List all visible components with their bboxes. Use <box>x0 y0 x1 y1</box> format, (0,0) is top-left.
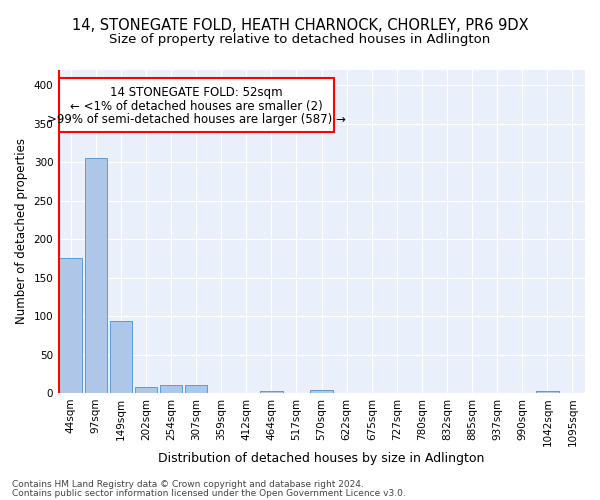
Bar <box>110 322 132 393</box>
Bar <box>59 258 82 393</box>
Bar <box>134 387 157 393</box>
X-axis label: Distribution of detached houses by size in Adlington: Distribution of detached houses by size … <box>158 452 485 465</box>
Text: Size of property relative to detached houses in Adlington: Size of property relative to detached ho… <box>109 32 491 46</box>
Y-axis label: Number of detached properties: Number of detached properties <box>15 138 28 324</box>
Text: 14, STONEGATE FOLD, HEATH CHARNOCK, CHORLEY, PR6 9DX: 14, STONEGATE FOLD, HEATH CHARNOCK, CHOR… <box>71 18 529 32</box>
Bar <box>185 386 208 393</box>
Bar <box>160 386 182 393</box>
Text: Contains HM Land Registry data © Crown copyright and database right 2024.: Contains HM Land Registry data © Crown c… <box>12 480 364 489</box>
Text: Contains public sector information licensed under the Open Government Licence v3: Contains public sector information licen… <box>12 488 406 498</box>
Bar <box>536 390 559 393</box>
Bar <box>310 390 333 393</box>
Text: >99% of semi-detached houses are larger (587) →: >99% of semi-detached houses are larger … <box>47 113 346 126</box>
Bar <box>59 78 334 132</box>
Bar <box>85 158 107 393</box>
Bar <box>260 390 283 393</box>
Text: 14 STONEGATE FOLD: 52sqm: 14 STONEGATE FOLD: 52sqm <box>110 86 283 100</box>
Text: ← <1% of detached houses are smaller (2): ← <1% of detached houses are smaller (2) <box>70 100 323 112</box>
